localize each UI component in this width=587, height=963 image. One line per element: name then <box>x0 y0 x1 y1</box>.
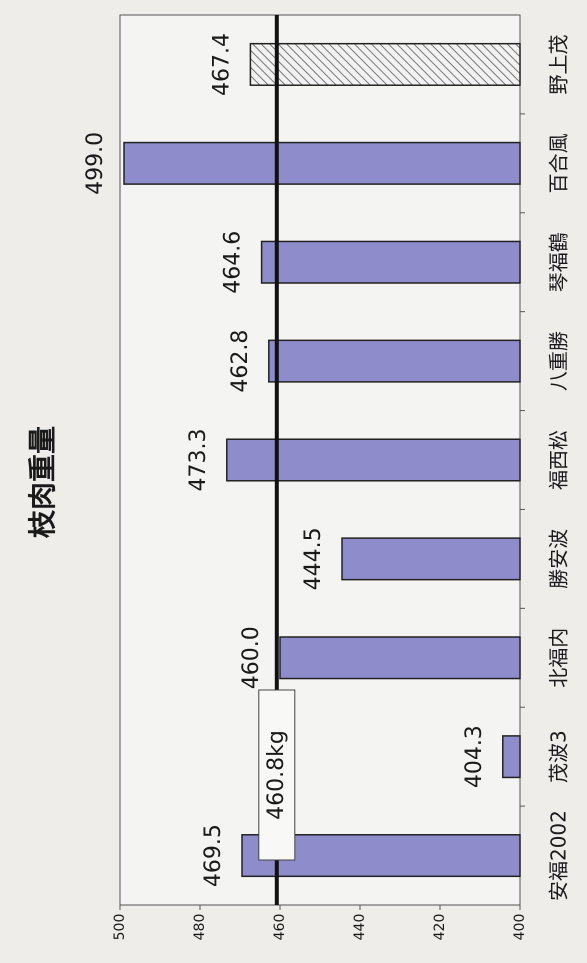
x-tick-label: 茂波3 <box>547 730 571 783</box>
x-tick-label: 勝安波 <box>547 529 571 589</box>
x-tick-label: 野上茂 <box>547 34 571 94</box>
value-label: 473.3 <box>186 429 211 492</box>
y-tick-label: 440 <box>352 914 368 941</box>
chart-title: 枝肉重量 <box>26 426 59 538</box>
x-tick-label: 百合風 <box>547 133 571 193</box>
value-label: 464.6 <box>221 231 246 294</box>
value-label: 462.8 <box>228 330 253 393</box>
y-tick-label: 420 <box>432 914 448 941</box>
y-tick-label: 400 <box>512 914 528 941</box>
bar <box>241 834 521 878</box>
value-label: 404.3 <box>462 725 487 788</box>
rotated-chart: 枝肉重量 400 420 440 460 480 500 安福2002 469.5 茂波3 404… <box>26 14 571 941</box>
reference-label: 460.8kg <box>264 730 289 820</box>
value-label: 460.0 <box>239 626 264 689</box>
bar <box>341 537 521 581</box>
bar <box>260 240 521 284</box>
value-label: 467.4 <box>209 33 234 96</box>
value-label: 499.0 <box>83 132 108 195</box>
bar <box>279 636 521 680</box>
reference-label-box <box>258 689 296 861</box>
y-tick-label: 500 <box>112 914 128 941</box>
value-label: 469.5 <box>201 824 226 887</box>
x-tick-label: 北福内 <box>547 628 571 688</box>
bar <box>123 141 521 185</box>
x-tick-label: 福西松 <box>547 430 571 490</box>
value-label: 444.5 <box>301 527 326 590</box>
x-tick-label: 琴福鶴 <box>547 232 571 292</box>
bar <box>249 42 521 86</box>
y-tick-label: 460 <box>272 914 288 941</box>
x-tick-label: 八重勝 <box>547 331 571 391</box>
bar <box>226 438 521 482</box>
y-tick-label: 480 <box>192 914 208 941</box>
x-tick-label: 安福2002 <box>547 810 571 901</box>
bar <box>502 735 521 779</box>
bar <box>268 339 521 383</box>
